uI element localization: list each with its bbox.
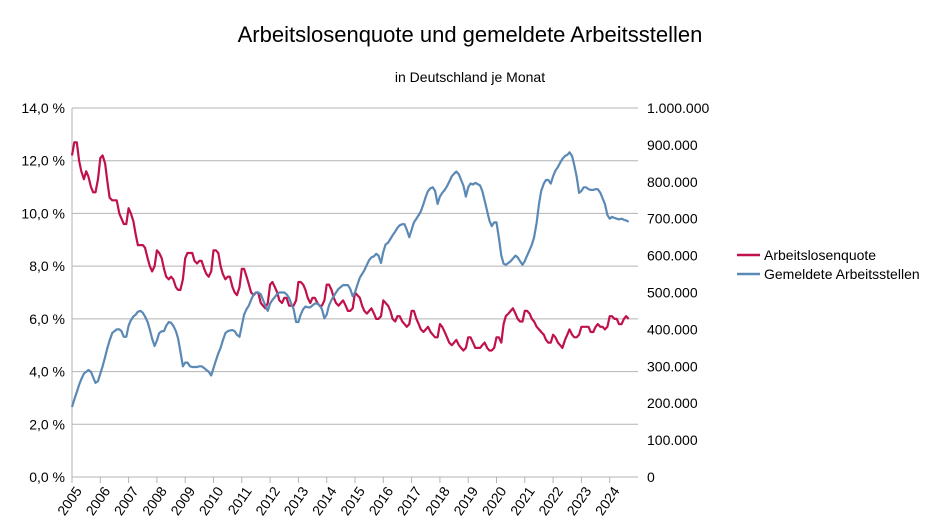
y-right-tick-label: 400.000 [647, 321, 698, 337]
x-tick-label: 2007 [111, 483, 142, 518]
y-left-tick-label: 10,0 % [21, 205, 65, 221]
x-tick-label: 2014 [309, 483, 340, 518]
x-tick-label: 2008 [139, 483, 170, 518]
y-right-tick-label: 200.000 [647, 395, 698, 411]
x-tick-label: 2020 [479, 483, 510, 518]
x-tick-label: 2016 [365, 483, 396, 518]
x-tick-label: 2015 [337, 483, 368, 518]
y-right-tick-label: 1.000.000 [647, 100, 709, 116]
y-right-tick-label: 0 [647, 469, 655, 485]
x-tick-label: 2009 [167, 483, 198, 518]
y-right-tick-label: 900.000 [647, 137, 698, 153]
y-left-tick-label: 8,0 % [29, 258, 65, 274]
legend: Arbeitslosenquote Gemeldete Arbeitsstelle… [737, 247, 920, 282]
x-tick-label: 2012 [252, 483, 283, 518]
x-tick-label: 2017 [394, 483, 425, 518]
x-tick-label: 2023 [563, 483, 594, 518]
x-tick-label: 2019 [450, 483, 481, 518]
chart-subtitle: in Deutschland je Monat [395, 69, 545, 85]
series-line-gemeldete-arbeitsstellen [70, 151, 630, 408]
y-right-axis: 0 100.000 200.000 300.000 400.000 500.000 600.… [647, 100, 709, 485]
x-tick-label: 2024 [592, 483, 623, 518]
legend-label: Arbeitslosenquote [764, 247, 876, 263]
y-left-tick-label: 4,0 % [29, 364, 65, 380]
chart-title: Arbeitslosenquote und gemeldete Arbeitss… [238, 22, 703, 47]
y-right-tick-label: 600.000 [647, 248, 698, 264]
y-left-tick-label: 6,0 % [29, 311, 65, 327]
legend-label: Gemeldete Arbeitsstellen [764, 266, 920, 282]
y-right-tick-label: 300.000 [647, 358, 698, 374]
y-left-axis: 0,0 % 2,0 % 4,0 % 6,0 % 8,0 % 10,0 % 12,0 % 14,… [21, 100, 65, 485]
y-right-tick-label: 100.000 [647, 432, 698, 448]
x-tick-label: 2006 [82, 483, 113, 518]
y-left-tick-label: 2,0 % [29, 416, 65, 432]
y-left-tick-label: 14,0 % [21, 100, 65, 116]
x-tick-label: 2010 [196, 483, 227, 518]
grid [71, 107, 638, 478]
y-right-tick-label: 700.000 [647, 211, 698, 227]
x-axis: 2005200620072008200920102011201220132014… [54, 477, 623, 518]
y-right-tick-label: 800.000 [647, 174, 698, 190]
y-right-tick-label: 500.000 [647, 285, 698, 301]
plot-area [70, 141, 630, 408]
x-tick-label: 2022 [535, 483, 566, 518]
series-line-arbeitslosenquote [70, 141, 630, 352]
y-left-tick-label: 12,0 % [21, 153, 65, 169]
y-left-tick-label: 0,0 % [29, 469, 65, 485]
x-tick-label: 2018 [422, 483, 453, 518]
x-tick-label: 2013 [280, 483, 311, 518]
x-tick-label: 2005 [54, 483, 85, 518]
x-tick-label: 2011 [224, 483, 254, 517]
x-tick-label: 2021 [507, 483, 538, 518]
